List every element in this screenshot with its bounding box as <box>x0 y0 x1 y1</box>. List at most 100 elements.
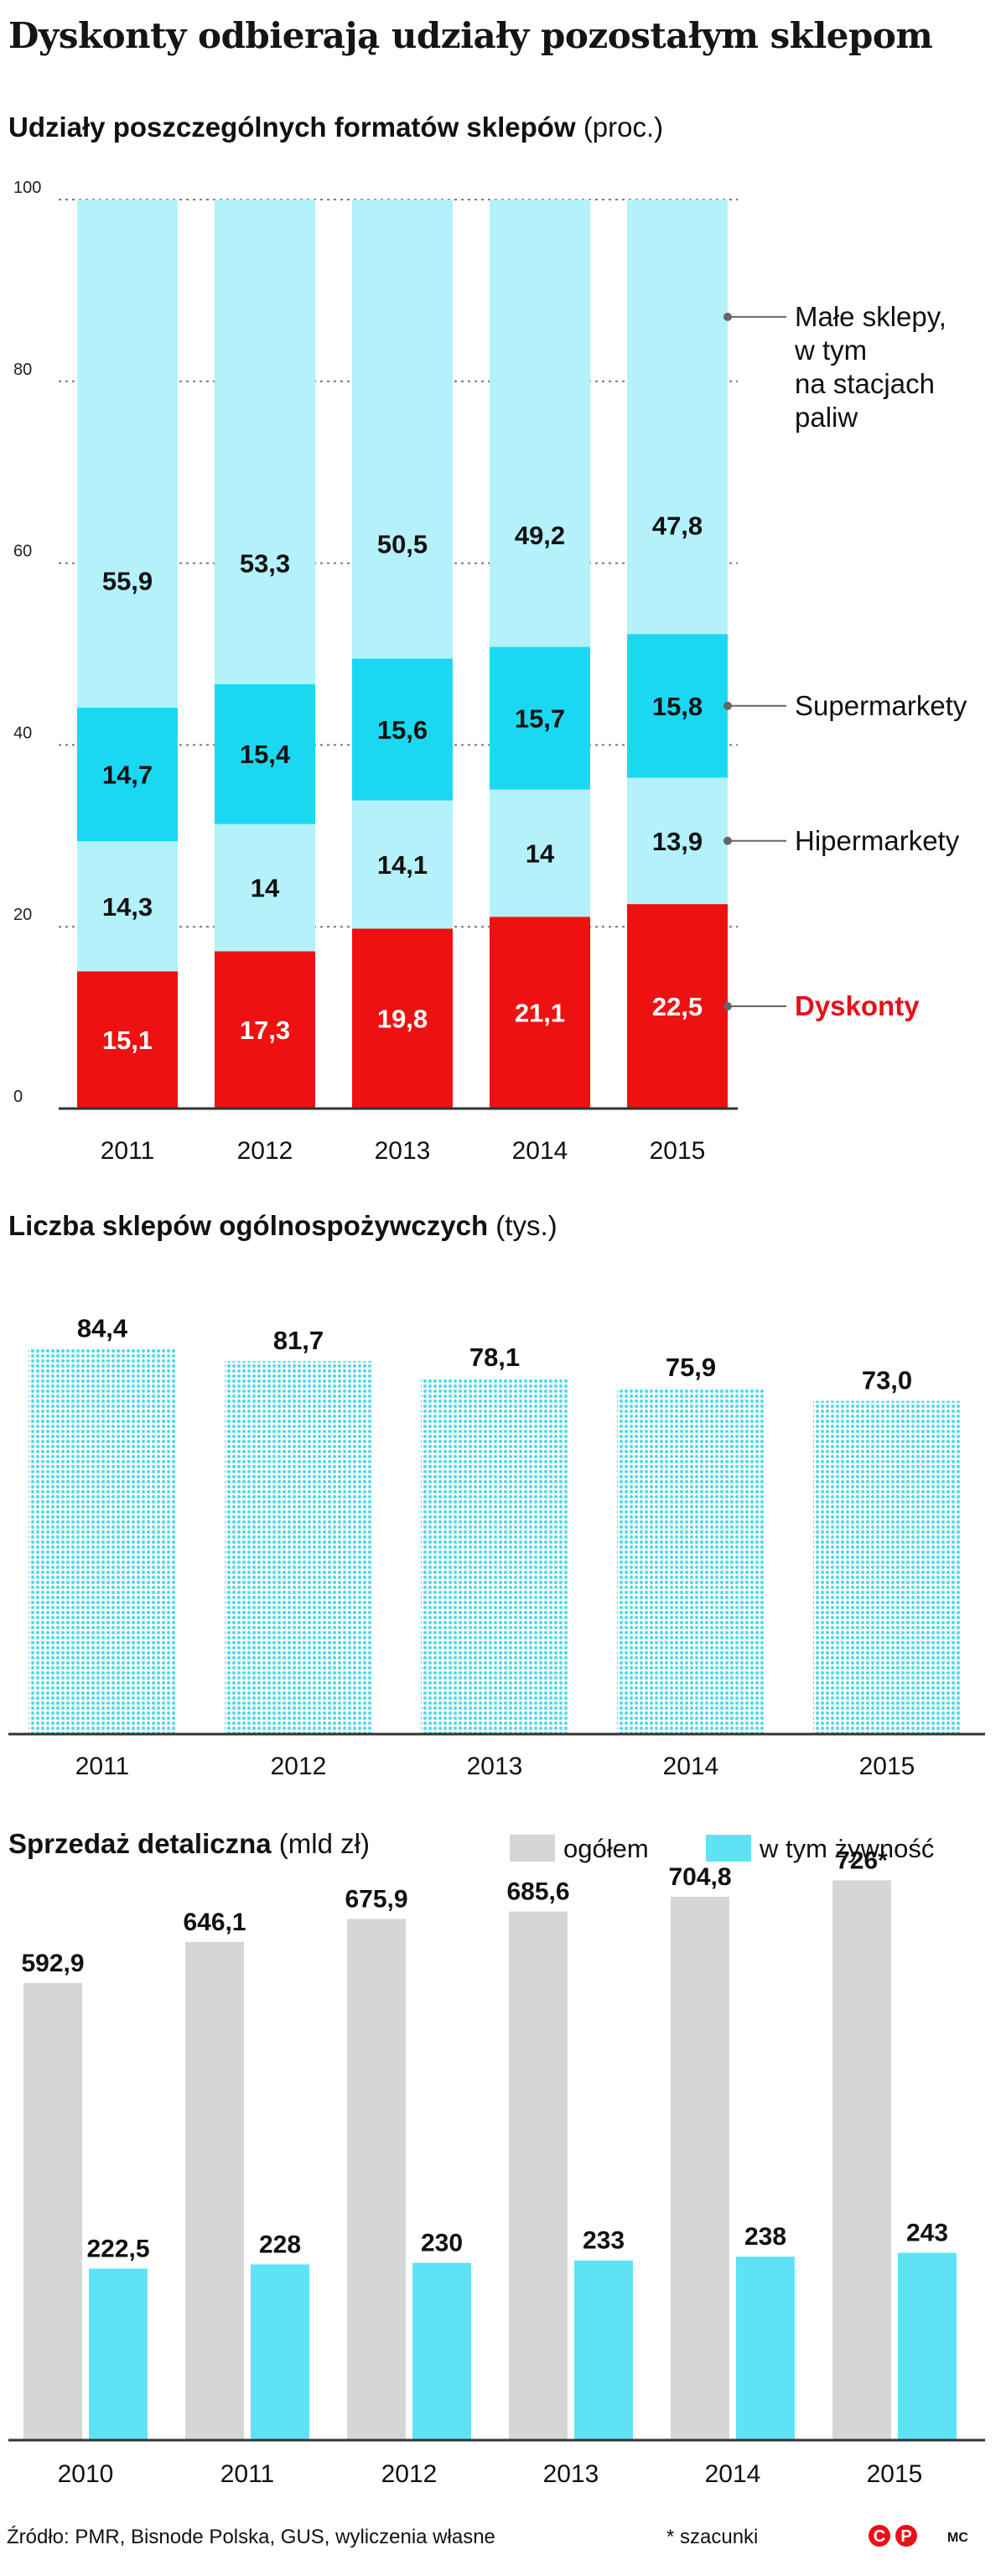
value-label: 75,9 <box>666 1353 716 1382</box>
value-label: 13,9 <box>652 827 703 856</box>
bar-segment-supermarkets <box>77 707 178 842</box>
store-count-bar <box>29 1348 176 1734</box>
value-label: 78,1 <box>469 1343 520 1372</box>
legend-label-discounts: Dyskonty <box>795 990 920 1021</box>
bar-segment-discounts <box>352 928 453 1109</box>
bar-segment-small_shops <box>215 200 315 684</box>
x-tick-label: 2012 <box>237 1137 293 1165</box>
value-label: 14,7 <box>102 761 153 790</box>
chart3-unit: (mld zł) <box>278 1828 370 1859</box>
legend-label-small_shops: Małe sklepy, <box>795 301 946 332</box>
main-title: Dyskonty odbierają udziały pozostałym sk… <box>8 15 933 56</box>
x-tick-label: 2012 <box>271 1753 327 1780</box>
sales-total-bar <box>671 1896 729 2440</box>
source-note: Źródło: PMR, Bisnode Polska, GUS, wylicz… <box>7 2526 495 2548</box>
bar-segment-hypermarkets <box>352 800 453 929</box>
sales-total-bar <box>23 1982 82 2440</box>
value-label: 47,8 <box>652 512 703 541</box>
y-tick-label: 80 <box>13 361 32 379</box>
sales-total-bar <box>832 1880 891 2440</box>
legend-label-food: w tym żywność <box>759 1834 934 1863</box>
y-tick-label: 20 <box>13 906 32 924</box>
bar-segment-small_shops <box>352 200 453 659</box>
legend-label-hypermarkets: Hipermarkety <box>795 825 960 856</box>
value-label: 15,1 <box>102 1026 153 1055</box>
value-label: 233 <box>583 2227 625 2255</box>
sales-total-bar <box>185 1941 244 2440</box>
bar-segment-supermarkets <box>627 634 728 778</box>
store-count-bar <box>813 1400 961 1734</box>
x-tick-label: 2014 <box>663 1753 719 1780</box>
sales-food-bar <box>574 2260 633 2440</box>
legend-label-total: ogółem <box>563 1834 649 1863</box>
value-label: 22,5 <box>652 992 703 1021</box>
value-label: 230 <box>421 2230 463 2257</box>
value-label: 50,5 <box>377 530 428 559</box>
bar-segment-discounts <box>77 971 178 1109</box>
bar-segment-discounts <box>215 951 315 1109</box>
sales-food-bar <box>89 2268 148 2440</box>
chart2-unit: (tys.) <box>495 1210 557 1241</box>
bar-segment-hypermarkets <box>215 823 315 952</box>
chart1-title: Udziały poszczególnych formatów sklepów … <box>8 112 663 143</box>
sales-food-bar <box>412 2262 471 2440</box>
value-label: 55,9 <box>102 566 153 595</box>
store-count-chart: 84,4 2011 81,7 2012 78,1 2013 75,9 2014 73,0 2015 <box>8 1313 985 1780</box>
y-tick-label: 40 <box>13 724 32 742</box>
x-tick-label: 2015 <box>867 2460 923 2488</box>
value-label: 675,9 <box>345 1885 407 1913</box>
value-label: 704,8 <box>668 1863 731 1891</box>
value-label: 14,1 <box>377 850 428 880</box>
legend-label-small_shops: na stacjach <box>795 368 935 399</box>
x-tick-label: 2013 <box>375 1137 431 1165</box>
bar-segment-discounts <box>627 904 728 1109</box>
value-label: 84,4 <box>77 1313 128 1343</box>
value-label: 14,3 <box>102 892 153 922</box>
sales-food-bar <box>736 2257 795 2440</box>
legend-swatch-total <box>510 1835 555 1862</box>
value-label: 646,1 <box>183 1909 246 1936</box>
store-count-bar <box>421 1377 568 1734</box>
value-label: 49,2 <box>515 521 565 550</box>
publisher-logo: C P <box>869 2525 917 2547</box>
y-tick-label: 0 <box>13 1088 23 1106</box>
sales-food-bar <box>898 2252 957 2440</box>
value-label: 73,0 <box>862 1366 912 1395</box>
value-label: 685,6 <box>506 1878 569 1906</box>
value-label: 14 <box>526 839 555 868</box>
bar-segment-small_shops <box>77 200 178 708</box>
legend-label-small_shops: w tym <box>794 335 867 366</box>
bar-segment-hypermarkets <box>77 841 178 972</box>
bar-segment-discounts <box>490 917 590 1109</box>
x-tick-label: 2013 <box>467 1753 523 1780</box>
x-tick-label: 2015 <box>650 1137 706 1165</box>
store-count-bar <box>617 1387 765 1734</box>
value-label: 15,7 <box>515 704 565 733</box>
value-label: 15,8 <box>652 692 703 721</box>
bar-segment-small_shops <box>490 200 590 647</box>
chart1-unit: (proc.) <box>583 112 664 143</box>
x-tick-label: 2011 <box>220 2460 275 2488</box>
bar-segment-supermarkets <box>490 647 590 790</box>
legend-label-small_shops: paliw <box>795 402 858 433</box>
store-count-bar <box>225 1361 372 1734</box>
y-tick-label: 60 <box>13 543 32 561</box>
value-label: 14 <box>251 874 280 903</box>
x-tick-label: 2010 <box>58 2460 114 2488</box>
x-tick-label: 2012 <box>381 2460 438 2488</box>
value-label: 53,3 <box>240 548 290 578</box>
chart2-title: Liczba sklepów ogólnospożywczych (tys.) <box>8 1210 557 1242</box>
sales-food-bar <box>251 2264 309 2440</box>
x-tick-label: 2011 <box>101 1137 155 1165</box>
x-tick-label: 2015 <box>859 1753 915 1780</box>
value-label: 222,5 <box>86 2235 149 2262</box>
value-label: 81,7 <box>273 1326 324 1355</box>
x-tick-label: 2013 <box>543 2460 599 2488</box>
value-label: 228 <box>259 2231 301 2258</box>
y-tick-label: 100 <box>13 179 41 197</box>
x-tick-label: 2014 <box>512 1137 568 1165</box>
value-label: 15,4 <box>240 740 291 769</box>
chart3-title-text: Sprzedaż detaliczna <box>8 1828 272 1859</box>
bar-segment-hypermarkets <box>490 789 590 917</box>
chart2-title-text: Liczba sklepów ogólnospożywczych <box>8 1210 489 1241</box>
